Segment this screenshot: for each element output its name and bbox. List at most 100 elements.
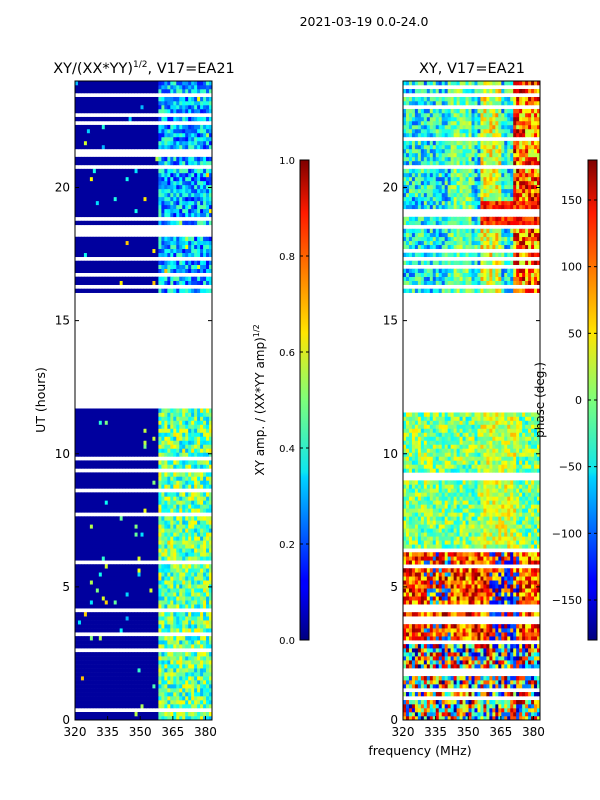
heatmap-cell (209, 416, 213, 421)
heatmap-cell (176, 644, 180, 649)
heatmap-cell (104, 712, 109, 717)
heatmap-cell (122, 660, 127, 665)
heatmap-cell (170, 124, 174, 130)
heatmap-cell (113, 636, 118, 641)
heatmap-cell (86, 572, 91, 577)
heatmap-cell (113, 548, 118, 553)
heatmap-cell (188, 552, 192, 557)
heatmap-cell (98, 576, 103, 581)
heatmap-cell (98, 656, 103, 661)
heatmap-cell (137, 436, 141, 441)
heatmap-cell (80, 500, 85, 505)
heatmap-cell (200, 604, 204, 609)
heatmap-cell (164, 476, 168, 481)
heatmap-cell (179, 704, 183, 709)
heatmap-cell (167, 248, 171, 254)
heatmap-cell (167, 540, 171, 545)
heatmap-cell (119, 444, 124, 449)
heatmap-cell (137, 116, 141, 122)
heatmap-cell (143, 716, 147, 721)
heatmap-cell (89, 204, 94, 210)
heatmap-cell (116, 532, 121, 537)
heatmap-cell (170, 432, 174, 437)
heatmap-cell (194, 656, 198, 661)
heatmap-cell (125, 616, 130, 621)
heatmap-cell (134, 81, 138, 86)
heatmap-cell (188, 444, 192, 449)
heatmap-cell (80, 464, 85, 469)
heatmap-cell (134, 528, 138, 533)
heatmap-cell (203, 280, 207, 285)
heatmap-cell (173, 716, 177, 721)
heatmap-cell (122, 604, 127, 609)
heatmap-cell (176, 280, 180, 285)
heatmap-cell (191, 420, 195, 425)
heatmap-cell (197, 420, 201, 425)
heatmap-cell (140, 140, 144, 146)
heatmap-cell (170, 672, 174, 677)
heatmap-cell (137, 136, 141, 142)
heatmap-cell (170, 604, 174, 609)
heatmap-cell (75, 416, 79, 421)
heatmap-cell (122, 692, 127, 697)
heatmap-cell (101, 436, 106, 441)
heatmap-cell (206, 652, 210, 657)
heatmap-cell (140, 520, 144, 525)
heatmap-cell (179, 124, 183, 130)
heatmap-cell (107, 124, 112, 130)
heatmap-cell (77, 104, 82, 110)
heatmap-cell (80, 268, 85, 273)
heatmap-cell (75, 248, 79, 254)
heatmap-cell (185, 124, 189, 130)
heatmap-cell (179, 496, 183, 501)
heatmap-cell (164, 544, 168, 549)
heatmap-cell (155, 100, 159, 106)
heatmap-cell (161, 424, 165, 429)
heatmap-cell (164, 116, 168, 122)
heatmap-cell (95, 440, 100, 445)
heatmap-cell (170, 96, 174, 102)
heatmap-cell (95, 504, 100, 509)
heatmap-cell (176, 288, 180, 293)
heatmap-cell (113, 704, 118, 709)
heatmap-cell (182, 640, 186, 645)
heatmap-cell (194, 688, 198, 693)
heatmap-cell (176, 588, 180, 593)
heatmap-cell (146, 640, 150, 645)
heatmap-cell (146, 716, 150, 721)
heatmap-cell (125, 236, 130, 242)
heatmap-cell (128, 444, 132, 449)
heatmap-cell (86, 96, 91, 102)
heatmap-cell (113, 492, 118, 497)
heatmap-cell (113, 680, 118, 685)
heatmap-cell (194, 584, 198, 589)
heatmap-cell (167, 576, 171, 581)
heatmap-cell (194, 532, 198, 537)
heatmap-cell (89, 552, 94, 557)
heatmap-cell (131, 436, 135, 441)
heatmap-cell (149, 444, 153, 449)
heatmap-cell (155, 448, 159, 453)
heatmap-cell (75, 260, 79, 266)
heatmap-cell (131, 81, 135, 86)
heatmap-cell (86, 548, 91, 553)
heatmap-cell (110, 460, 115, 465)
heatmap-cell (158, 716, 162, 721)
heatmap-cell (134, 480, 138, 485)
heatmap-cell (137, 104, 141, 110)
heatmap-cell (158, 128, 162, 134)
heatmap-cell (83, 172, 88, 178)
heatmap-cell (170, 616, 174, 621)
heatmap-cell (149, 628, 153, 633)
heatmap-cell (209, 612, 213, 617)
heatmap-cell (128, 276, 132, 281)
heatmap-cell (104, 176, 109, 182)
heatmap-cell (104, 696, 109, 701)
heatmap-cell (194, 116, 198, 122)
heatmap-cell (80, 492, 85, 497)
heatmap-cell (89, 236, 94, 242)
heatmap-cell (152, 204, 156, 210)
heatmap-cell (158, 168, 162, 174)
heatmap-cell (86, 84, 91, 90)
heatmap-cell (200, 524, 204, 529)
